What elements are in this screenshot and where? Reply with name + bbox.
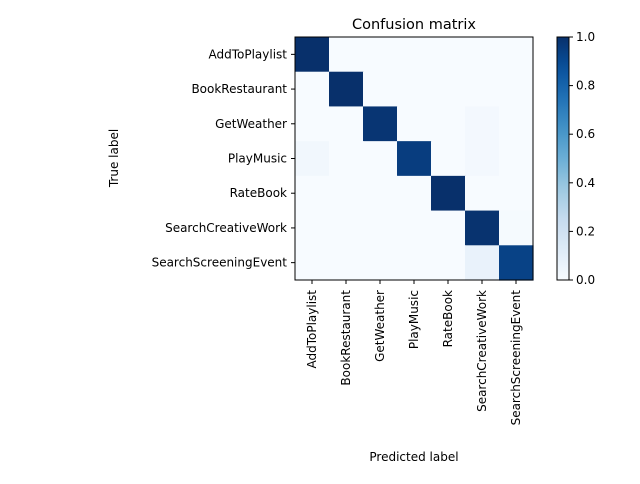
heatmap-cell xyxy=(431,141,466,177)
heatmap-cell xyxy=(465,245,500,281)
y-tick-label: SearchScreeningEvent xyxy=(152,256,288,270)
heatmap-cell xyxy=(465,37,500,73)
heatmap-cell xyxy=(397,71,432,108)
heatmap-cell xyxy=(295,175,330,212)
x-tick-label: PlayMusic xyxy=(407,290,421,349)
y-axis: AddToPlaylist BookRestaurant GetWeather Pla… xyxy=(152,47,295,270)
heatmap-cell xyxy=(499,210,534,246)
heatmap-cell xyxy=(499,245,534,281)
heatmap-cell xyxy=(431,210,466,246)
x-tick-label: GetWeather xyxy=(373,290,387,362)
heatmap-cell xyxy=(295,71,330,108)
heatmap-cell xyxy=(499,71,534,108)
heatmap-cell xyxy=(431,71,466,108)
y-tick-label: PlayMusic xyxy=(228,152,287,166)
y-tick-label: RateBook xyxy=(230,186,287,200)
heatmap-cell xyxy=(465,141,500,177)
heatmap-cell xyxy=(329,210,364,246)
heatmap-cell xyxy=(397,106,432,142)
heatmap-cell xyxy=(431,37,466,73)
heatmap-cell xyxy=(363,141,398,177)
heatmap-cell xyxy=(295,141,330,177)
heatmap-cell xyxy=(397,37,432,73)
colorbar xyxy=(556,36,570,281)
colorbar-tick-label: 0.2 xyxy=(576,224,595,238)
heatmap-cell xyxy=(431,106,466,142)
heatmap-cell xyxy=(431,245,466,281)
heatmap-cell xyxy=(397,245,432,281)
heatmap-cell xyxy=(363,37,398,73)
heatmap-cell xyxy=(465,175,500,212)
heatmap-cell xyxy=(465,106,500,142)
heatmap-cell xyxy=(465,210,500,246)
x-tick-label: SearchCreativeWork xyxy=(475,290,489,412)
colorbar-tick-label: 0.6 xyxy=(576,127,595,141)
heatmap-cell xyxy=(499,37,534,73)
y-tick-label: AddToPlaylist xyxy=(208,47,287,61)
y-tick-label: SearchCreativeWork xyxy=(165,221,287,235)
x-axis-label: Predicted label xyxy=(369,450,458,464)
y-tick-label: GetWeather xyxy=(215,117,287,131)
heatmap-cell xyxy=(363,71,398,108)
chart-title: Confusion matrix xyxy=(352,17,476,33)
heatmap-cell xyxy=(465,71,500,108)
heatmap-cell xyxy=(363,245,398,281)
heatmap-cell xyxy=(329,245,364,281)
heatmap-cell xyxy=(499,106,534,142)
heatmap-cell xyxy=(431,175,466,212)
heatmap-cell xyxy=(397,210,432,246)
heatmap-cell xyxy=(295,106,330,142)
x-tick-label: BookRestaurant xyxy=(339,290,353,386)
x-tick-label: AddToPlaylist xyxy=(305,290,319,369)
heatmap-cell xyxy=(329,141,364,177)
heatmap-cell xyxy=(499,175,534,212)
heatmap-cell xyxy=(295,210,330,246)
heatmap-cell xyxy=(397,141,432,177)
heatmap-cell xyxy=(329,71,364,108)
heatmap-cell xyxy=(363,106,398,142)
colorbar-ticks: 0.0 0.2 0.4 0.6 0.8 1.0 xyxy=(569,30,595,287)
heatmap-cell xyxy=(329,37,364,73)
x-tick-label: SearchScreeningEvent xyxy=(509,290,523,426)
heatmap-cell xyxy=(363,175,398,212)
x-axis: AddToPlaylist BookRestaurant GetWeather Pla… xyxy=(305,280,523,425)
colorbar-tick-label: 0.4 xyxy=(576,176,595,190)
heatmap-cell xyxy=(329,175,364,212)
heatmap-cell xyxy=(363,210,398,246)
y-axis-label: True label xyxy=(107,129,121,188)
heatmap-cell xyxy=(295,245,330,281)
heatmap-cells xyxy=(295,37,534,281)
heatmap-cell xyxy=(295,37,330,73)
heatmap-cell xyxy=(329,106,364,142)
colorbar-tick-label: 1.0 xyxy=(576,30,595,44)
y-tick-label: BookRestaurant xyxy=(191,82,287,96)
colorbar-tick-label: 0.8 xyxy=(576,79,595,93)
heatmap-cell xyxy=(397,175,432,212)
colorbar-tick-label: 0.0 xyxy=(576,273,595,287)
x-tick-label: RateBook xyxy=(441,290,455,347)
heatmap-cell xyxy=(499,141,534,177)
